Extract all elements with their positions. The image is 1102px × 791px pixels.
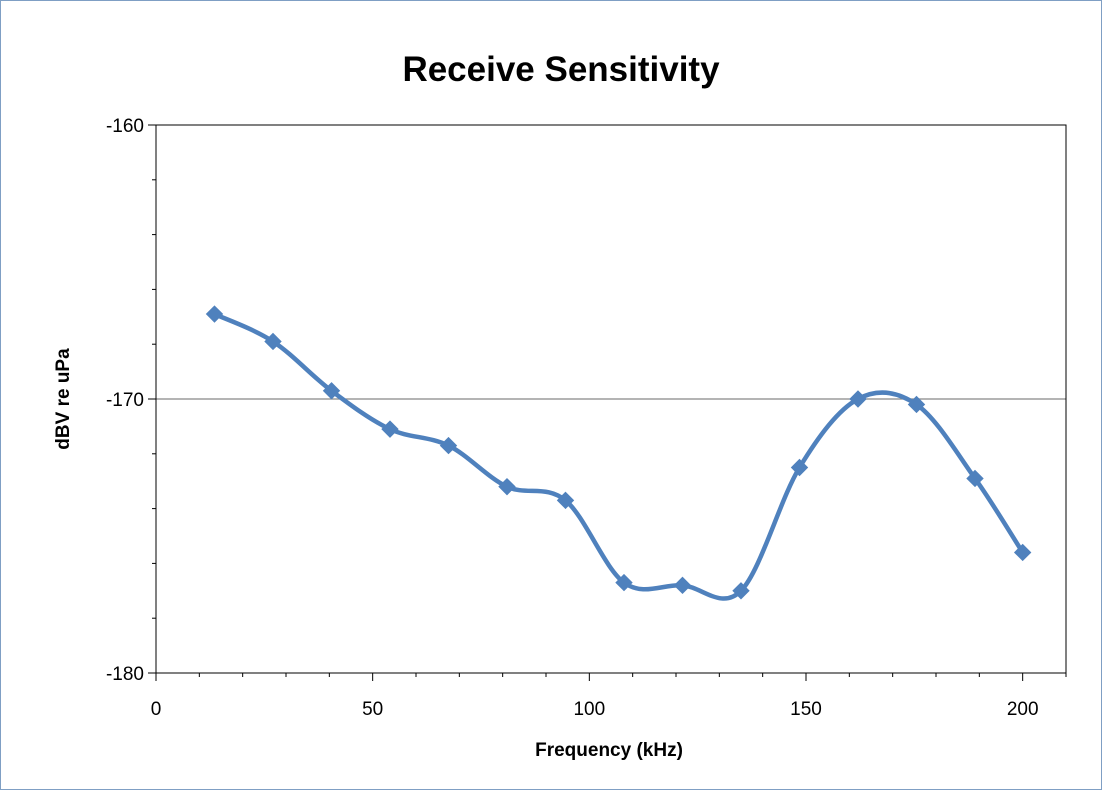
data-point-marker bbox=[615, 573, 633, 592]
data-point-marker bbox=[673, 576, 692, 595]
x-tick-label: 0 bbox=[151, 699, 162, 720]
x-tick-label: 100 bbox=[573, 699, 605, 720]
data-point-marker bbox=[790, 458, 809, 477]
chart-title: Receive Sensitivity bbox=[402, 50, 720, 89]
ticks: -160 -170 -180 0 50 100 150 200 bbox=[106, 116, 1067, 720]
data-point-marker bbox=[322, 382, 341, 400]
x-axis-title: Frequency (kHz) bbox=[535, 740, 683, 761]
data-point-marker bbox=[556, 491, 575, 510]
data-point-marker bbox=[205, 305, 224, 323]
series bbox=[205, 305, 1032, 601]
data-point-marker bbox=[732, 582, 750, 600]
y-tick-label: -180 bbox=[106, 664, 144, 685]
data-point-marker bbox=[381, 420, 399, 438]
data-point-marker bbox=[966, 469, 984, 488]
y-tick-label: -160 bbox=[106, 116, 144, 137]
data-point-marker bbox=[498, 477, 516, 496]
series-line bbox=[213, 312, 1025, 601]
x-tick-label: 200 bbox=[1007, 699, 1039, 720]
data-point-marker bbox=[264, 332, 282, 351]
data-point-marker bbox=[1013, 543, 1032, 562]
data-point-marker bbox=[439, 436, 458, 455]
y-axis-title: dBV re uPa bbox=[53, 348, 74, 450]
data-point-marker bbox=[907, 395, 926, 414]
x-tick-label: 50 bbox=[362, 699, 383, 720]
y-tick-label: -170 bbox=[106, 390, 144, 411]
x-tick-label: 150 bbox=[790, 699, 822, 720]
data-point-marker bbox=[849, 390, 867, 408]
